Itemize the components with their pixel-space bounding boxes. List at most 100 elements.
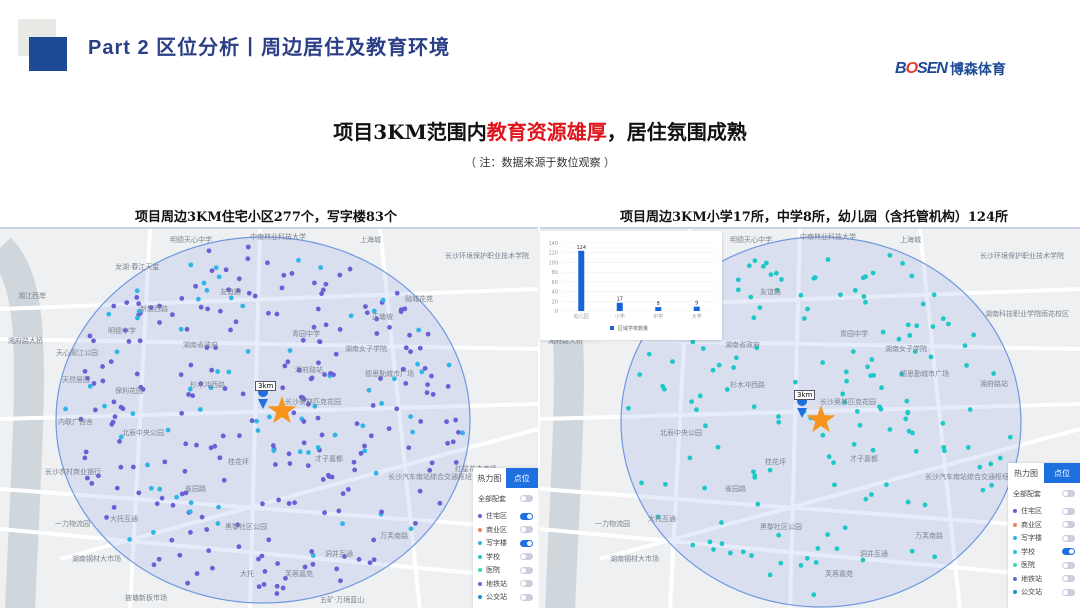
poi-toggle-row[interactable]: 学校 [473, 550, 538, 564]
poi-toggle-row[interactable]: 医院 [473, 564, 538, 578]
poi-toggle-row[interactable]: 写字楼 [473, 537, 538, 551]
poi-toggle-row[interactable]: 地铁站 [473, 577, 538, 591]
toggle-switch[interactable] [520, 593, 533, 601]
poi-dot [322, 510, 327, 516]
poi-toggle-row[interactable]: 商业区 [473, 523, 538, 537]
toggle-switch[interactable] [520, 526, 533, 534]
poi-toggle-row[interactable]: 学校 [1008, 545, 1080, 559]
toggle-switch[interactable] [1062, 548, 1075, 556]
poi-dot [832, 482, 837, 488]
toggle-switch[interactable] [520, 539, 533, 547]
poi-toggle-row[interactable]: 住宅区 [1008, 505, 1080, 519]
toggle-switch[interactable] [1062, 507, 1075, 515]
poi-dot [437, 500, 443, 506]
map-label: 明德中学 [108, 327, 136, 335]
poi-toggle-row[interactable]: 公交站 [1008, 586, 1080, 600]
data-label: 8 [657, 301, 660, 307]
poi-toggle-row[interactable]: 全部配套 [473, 492, 538, 506]
poi-dot [340, 491, 346, 497]
toggle-switch[interactable] [1062, 521, 1075, 529]
toggle-switch[interactable] [1062, 490, 1075, 498]
poi-dot [245, 256, 251, 262]
poi-dot [798, 562, 804, 568]
poi-dot [707, 539, 713, 545]
toggle-switch[interactable] [520, 566, 533, 574]
poi-dot [322, 372, 327, 377]
poi-toggle-row[interactable]: 医院 [1008, 559, 1080, 573]
poi-dot [362, 443, 367, 449]
poi-dot [261, 581, 267, 587]
toggle-switch[interactable] [520, 512, 533, 520]
poi-dot [751, 404, 757, 410]
poi-dot [334, 566, 340, 572]
tab-heatmap[interactable]: 热力图 [477, 473, 502, 483]
poi-dot [216, 274, 222, 280]
poi-dot [719, 520, 724, 525]
map-label: 披塘新板市场 [125, 594, 167, 602]
poi-dot [137, 338, 143, 344]
road [540, 337, 1080, 351]
road [0, 337, 538, 351]
poi-dot [136, 308, 142, 314]
toggle-switch[interactable] [1062, 588, 1075, 596]
residential-map[interactable]: 3km 明德天心中学 中南林业科技大学 上海城 长沙环境保护职业技术学院 龙湖·春江天玺友… [0, 227, 538, 608]
road [540, 402, 1080, 421]
poi-dot [940, 420, 946, 426]
poi-dot [91, 338, 96, 344]
poi-dot [391, 376, 397, 382]
toggle-switch[interactable] [520, 495, 533, 503]
poi-dot [169, 537, 175, 543]
poi-dot [182, 468, 188, 474]
map-label: 保利花园 [115, 387, 143, 395]
poi-dot [364, 310, 370, 316]
poi-label: 写字楼 [486, 539, 507, 548]
poi-toggle-row[interactable]: 商业区 [1008, 518, 1080, 532]
poi-toggle-row[interactable]: 全部配套 [1008, 487, 1080, 501]
poi-dot [798, 292, 804, 298]
poi-toggle-row[interactable]: 地铁站 [1008, 572, 1080, 586]
poi-dot [215, 521, 221, 526]
poi-dot [279, 285, 285, 291]
poi-dot [811, 275, 817, 281]
poi-dot [204, 287, 210, 293]
tab-points[interactable]: 点位 [505, 468, 538, 488]
tab-points[interactable]: 点位 [1044, 463, 1080, 483]
poi-dot [962, 343, 968, 349]
toggle-switch[interactable] [1062, 575, 1075, 583]
poi-dot [626, 405, 631, 411]
poi-dot [296, 257, 301, 263]
poi-dot [408, 526, 414, 532]
poi-dot [323, 281, 329, 287]
map-label: 五矿·万境蓝山 [320, 596, 365, 604]
poi-dot [907, 332, 913, 338]
poi-toggle-row[interactable]: 住宅区 [473, 510, 538, 524]
poi-dot [427, 467, 433, 473]
map-label: 才子嘉都 [315, 455, 343, 463]
poi-dot [850, 349, 856, 354]
toggle-switch[interactable] [1062, 561, 1075, 569]
poi-dot [196, 296, 201, 302]
poi-toggle-row[interactable]: 公交站 [473, 591, 538, 605]
map-label: 杉木冲西路 [730, 381, 765, 389]
poi-dot [903, 416, 909, 422]
road [540, 527, 1080, 581]
poi-dot [226, 369, 232, 375]
poi-toggle-row[interactable]: 写字楼 [1008, 532, 1080, 546]
map-label: 大托 [240, 570, 254, 578]
toggle-switch[interactable] [520, 580, 533, 588]
poi-dot [825, 532, 830, 537]
poi-dot [92, 407, 98, 413]
poi-dot [774, 287, 780, 293]
toggle-switch[interactable] [520, 553, 533, 561]
poi-dot [716, 362, 722, 368]
poi-dot [154, 501, 160, 507]
poi-panel-left: 热力图 点位全部配套住宅区 商业区写字楼学校 医院 地铁站 公交站 [473, 468, 538, 608]
tab-heatmap[interactable]: 热力图 [1014, 468, 1038, 478]
poi-label: 住宅区 [1021, 507, 1042, 516]
bar [655, 307, 662, 311]
toggle-switch[interactable] [1062, 534, 1075, 542]
map-label: 万芙南路 [380, 532, 408, 540]
poi-dot [445, 384, 451, 389]
map-label: 长沙汽车南站综合交通枢纽 [388, 473, 472, 481]
poi-dot [165, 427, 171, 433]
